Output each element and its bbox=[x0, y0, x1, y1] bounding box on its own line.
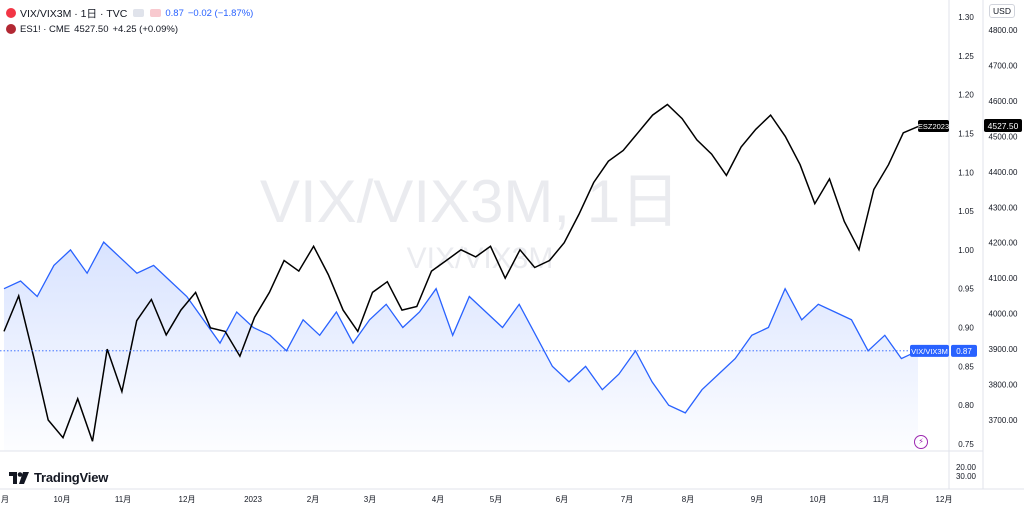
es-last-label-group: ESZ2023 4527.50 bbox=[918, 119, 1022, 132]
series-line-es1[interactable] bbox=[3, 103, 919, 442]
settings-toggle-icon[interactable] bbox=[150, 9, 162, 17]
ratio-tick-label: 1.30 bbox=[958, 13, 974, 22]
ratio-price-label-bg bbox=[951, 344, 977, 357]
chart-legend: VIX/VIX3M · 1日 · TVC 0.87 −0.02 (−1.87%)… bbox=[6, 5, 253, 37]
es-tick-label: 4000.00 bbox=[989, 310, 1018, 319]
time-tick-label: 4月 bbox=[432, 495, 444, 504]
ratio-tick-label: 1.10 bbox=[958, 168, 974, 177]
ratio-price-label: 0.87 bbox=[956, 347, 972, 356]
compare-change-value: +4.25 (+0.09%) bbox=[112, 23, 179, 35]
es-price-scale[interactable]: 4800.00 4700.00 4600.00 4500.00 4400.00 4300.… bbox=[989, 26, 1018, 425]
ratio-tick-label: 0.90 bbox=[958, 324, 974, 333]
es-symbol-icon bbox=[6, 24, 16, 34]
main-change-value: −0.02 (−1.87%) bbox=[187, 7, 254, 19]
ratio-name-label: VIX/VIX3M bbox=[911, 347, 948, 356]
es-tick-label: 3700.00 bbox=[989, 416, 1018, 425]
series-line-vix-vix3m[interactable] bbox=[3, 241, 919, 414]
flash-icon[interactable]: ⚡ bbox=[914, 435, 928, 449]
es-tick-label: 4600.00 bbox=[989, 97, 1018, 106]
es-tick-label: 3800.00 bbox=[989, 381, 1018, 390]
time-tick-label: 5月 bbox=[490, 495, 502, 504]
es-tick-label: 4100.00 bbox=[989, 274, 1018, 283]
es-tick-label: 4300.00 bbox=[989, 203, 1018, 212]
watermark-subtitle: VIX/VIX3M bbox=[407, 242, 554, 275]
ratio-name-label-bg bbox=[910, 344, 949, 357]
es-name-label-bg bbox=[918, 120, 949, 132]
es-tick-label: 4800.00 bbox=[989, 26, 1018, 35]
time-tick-label: 10月 bbox=[810, 495, 827, 504]
compare-symbol-label[interactable]: ES1! · CME bbox=[20, 23, 71, 35]
volume-tick-label: 30.00 bbox=[956, 472, 977, 481]
time-tick-label: 月 bbox=[1, 495, 9, 504]
time-tick-label: 2月 bbox=[307, 495, 319, 504]
es-price-label-bg bbox=[984, 119, 1022, 132]
watermark-title: VIX/VIX3M, 1日 bbox=[260, 168, 680, 235]
ratio-tick-label: 0.75 bbox=[958, 440, 974, 449]
time-tick-label: 11月 bbox=[873, 495, 889, 504]
ratio-tick-label: 1.20 bbox=[958, 91, 974, 100]
legend-compare-row[interactable]: ES1! · CME 4527.50 +4.25 (+0.09%) bbox=[6, 21, 253, 37]
time-tick-label: 12月 bbox=[936, 495, 953, 504]
ratio-price-scale[interactable]: 1.30 1.25 1.20 1.15 1.10 1.05 1.00 0.95 0.90 0.85… bbox=[958, 13, 974, 449]
time-tick-label: 7月 bbox=[621, 495, 633, 504]
main-last-value: 0.87 bbox=[165, 7, 184, 19]
time-tick-label: 9月 bbox=[751, 495, 763, 504]
ratio-tick-label: 1.25 bbox=[958, 52, 974, 61]
time-tick-label: 10月 bbox=[54, 495, 71, 504]
es-tick-label: 4400.00 bbox=[989, 168, 1018, 177]
vix-symbol-icon bbox=[6, 8, 16, 18]
time-scale[interactable]: 月 10月 11月 12月 2023 2月 3月 4月 5月 6月 7月 8月 9月 10月 11月 12月 bbox=[1, 495, 952, 504]
ratio-tick-label: 0.95 bbox=[958, 285, 974, 294]
tradingview-logo-text: TradingView bbox=[34, 470, 109, 485]
es-tick-label: 4200.00 bbox=[989, 239, 1018, 248]
es-tick-label: 4700.00 bbox=[989, 61, 1018, 70]
tradingview-logo[interactable]: TradingView bbox=[9, 470, 108, 485]
legend-main-row[interactable]: VIX/VIX3M · 1日 · TVC 0.87 −0.02 (−1.87%) bbox=[6, 5, 253, 21]
es-name-label: ESZ2023 bbox=[918, 122, 949, 131]
currency-selector[interactable]: USD bbox=[989, 4, 1015, 18]
ratio-tick-label: 0.85 bbox=[958, 362, 974, 371]
ratio-last-label-group: VIX/VIX3M 0.87 bbox=[910, 344, 977, 357]
tradingview-logo-icon bbox=[9, 471, 29, 484]
ratio-tick-label: 1.00 bbox=[958, 246, 974, 255]
es-tick-label: 3900.00 bbox=[989, 345, 1018, 354]
volume-tick-label: 20.00 bbox=[956, 463, 977, 472]
main-symbol-label[interactable]: VIX/VIX3M · 1日 · TVC bbox=[20, 7, 128, 20]
ratio-area-fill bbox=[4, 242, 918, 451]
es-tick-label: 4500.00 bbox=[989, 132, 1018, 141]
time-tick-label: 8月 bbox=[682, 495, 694, 504]
time-tick-label: 6月 bbox=[556, 495, 568, 504]
time-tick-label: 11月 bbox=[115, 495, 131, 504]
ratio-tick-label: 1.05 bbox=[958, 207, 974, 216]
ratio-tick-label: 1.15 bbox=[958, 129, 974, 138]
time-tick-label: 2023 bbox=[244, 495, 262, 504]
time-tick-label: 12月 bbox=[179, 495, 196, 504]
compare-last-value: 4527.50 bbox=[74, 23, 109, 35]
time-tick-label: 3月 bbox=[364, 495, 376, 504]
eye-toggle-icon[interactable] bbox=[133, 9, 145, 17]
ratio-tick-label: 0.80 bbox=[958, 401, 974, 410]
es-price-label: 4527.50 bbox=[988, 121, 1019, 131]
